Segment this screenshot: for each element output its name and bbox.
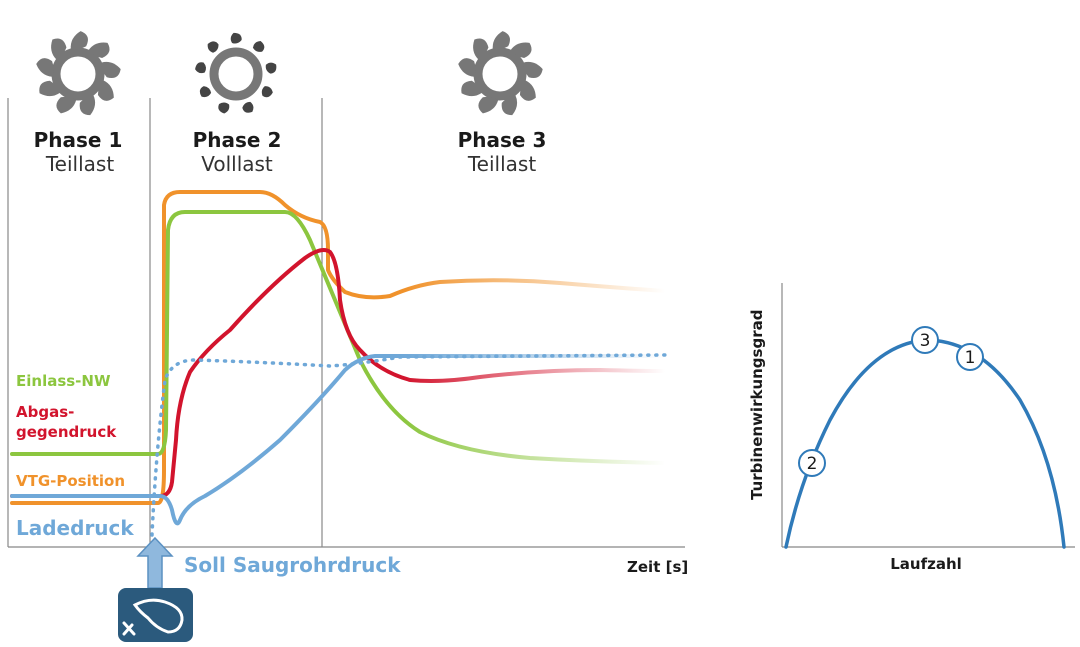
operating-point-1-label: 1 xyxy=(965,348,976,368)
phase-3-title: Phase 3 xyxy=(458,128,547,152)
legend-soll-saugrohrdruck: Soll Saugrohrdruck xyxy=(184,553,401,577)
legend-vtg-position: VTG-Position xyxy=(16,472,125,490)
operating-point-2-label: 2 xyxy=(807,454,818,474)
phase-2-subtitle: Volllast xyxy=(201,152,273,176)
up-arrow-icon xyxy=(136,536,174,589)
turbine-icon-phase-3 xyxy=(458,31,543,116)
efficiency-y-label: Turbinenwirkungsgrad xyxy=(748,310,766,500)
phase-1-title: Phase 1 xyxy=(34,128,123,152)
legend-ladedruck: Ladedruck xyxy=(16,516,134,540)
phase-2-title: Phase 2 xyxy=(193,128,282,152)
legend-abgas-line-1: Abgas- xyxy=(16,403,74,421)
operating-point-1: 1 xyxy=(956,343,984,371)
phase-3-subtitle: Teillast xyxy=(467,152,536,176)
turbine-icon-phase-1 xyxy=(36,31,121,116)
operating-point-2: 2 xyxy=(798,449,826,477)
curve-ladedruck xyxy=(10,353,667,526)
curve-vtg-position xyxy=(10,190,667,505)
efficiency-curve xyxy=(784,338,1066,549)
turbine-icon-phase-2 xyxy=(195,32,277,114)
legend-einlass-nw: Einlass-NW xyxy=(16,372,111,390)
phase-1-subtitle: Teillast xyxy=(45,152,114,176)
legend-abgas-line-2: gegendruck xyxy=(16,423,117,441)
operating-point-3: 3 xyxy=(911,326,939,354)
curve-abgasgegendruck xyxy=(10,248,667,498)
curve-soll-saugrohrdruck xyxy=(150,353,667,537)
operating-point-3-label: 3 xyxy=(920,331,931,351)
accelerator-pedal-icon xyxy=(118,588,193,642)
time-axis-label: Zeit [s] xyxy=(627,558,688,576)
efficiency-x-label: Laufzahl xyxy=(890,555,962,573)
